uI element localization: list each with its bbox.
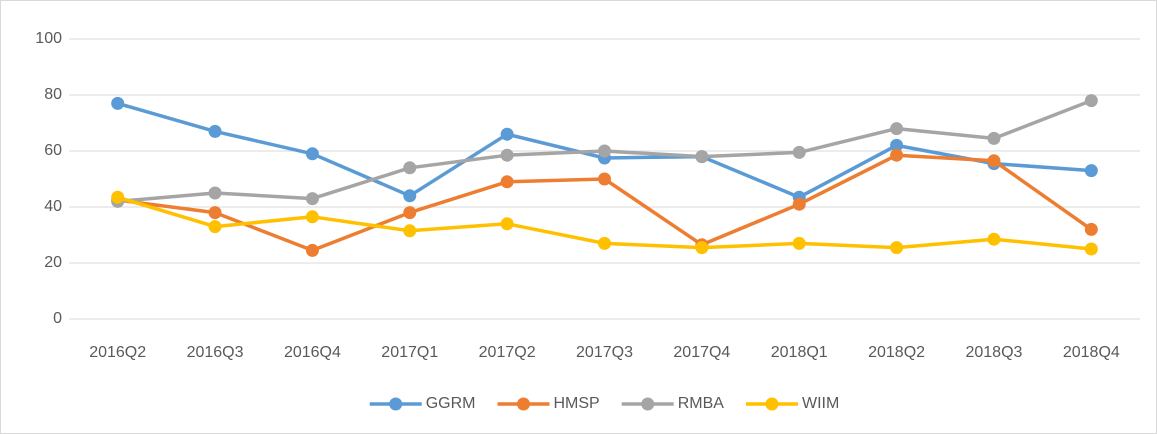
y-tick-label: 40 (44, 198, 62, 215)
x-tick-label: 2017Q2 (479, 344, 536, 361)
data-point (792, 145, 806, 159)
legend-label: WIIM (802, 395, 839, 412)
legend-marker (389, 397, 403, 411)
data-point (598, 144, 611, 158)
data-point (208, 186, 222, 200)
data-point (208, 220, 222, 234)
x-tick-label: 2017Q1 (381, 344, 438, 361)
data-point (111, 96, 125, 110)
data-point (890, 241, 904, 255)
data-point (695, 150, 709, 164)
data-point (403, 206, 417, 220)
data-point (1084, 242, 1098, 256)
data-point (208, 124, 222, 138)
data-point (987, 131, 1001, 145)
data-point (890, 138, 904, 152)
data-point (598, 236, 611, 250)
data-point (403, 189, 417, 203)
x-tick-label: 2018Q4 (1063, 344, 1120, 361)
legend-label: GGRM (426, 395, 476, 412)
data-point (890, 122, 904, 136)
legend-marker (765, 397, 779, 411)
x-tick-label: 2016Q3 (187, 344, 244, 361)
legend-label: HMSP (553, 395, 599, 412)
x-tick-label: 2017Q4 (673, 344, 730, 361)
data-point (500, 175, 514, 189)
data-point (598, 172, 611, 186)
y-tick-label: 80 (44, 86, 62, 103)
x-tick-label: 2018Q1 (771, 344, 828, 361)
data-point (890, 148, 904, 162)
data-point (305, 192, 319, 206)
y-tick-label: 100 (35, 30, 62, 47)
legend: GGRM HMSP RMBA WIIM (369, 395, 839, 412)
y-tick-label: 60 (44, 142, 62, 159)
data-point (500, 217, 514, 231)
data-point (695, 241, 709, 255)
data-point (208, 206, 222, 220)
data-point (792, 197, 806, 211)
data-point (792, 236, 806, 250)
x-tick-label: 2016Q2 (89, 344, 146, 361)
legend-marker (516, 397, 530, 411)
data-point (305, 147, 319, 161)
data-point (305, 210, 319, 224)
y-tick-label: 0 (53, 310, 62, 327)
x-tick-label: 2018Q2 (868, 344, 925, 361)
data-point (305, 243, 319, 257)
x-tick-label: 2017Q3 (576, 344, 633, 361)
data-point (403, 224, 417, 238)
data-point (111, 190, 125, 204)
x-tick-label: 2018Q3 (965, 344, 1022, 361)
y-tick-label: 20 (44, 254, 62, 271)
data-point (1084, 164, 1098, 178)
legend-marker (641, 397, 655, 411)
data-point (500, 148, 514, 162)
data-point (1084, 94, 1098, 108)
data-point (1084, 222, 1098, 236)
legend-label: RMBA (678, 395, 725, 412)
data-point (987, 232, 1001, 246)
data-point (500, 127, 514, 141)
data-point (987, 154, 1001, 168)
x-tick-label: 2016Q4 (284, 344, 341, 361)
data-point (403, 161, 417, 175)
